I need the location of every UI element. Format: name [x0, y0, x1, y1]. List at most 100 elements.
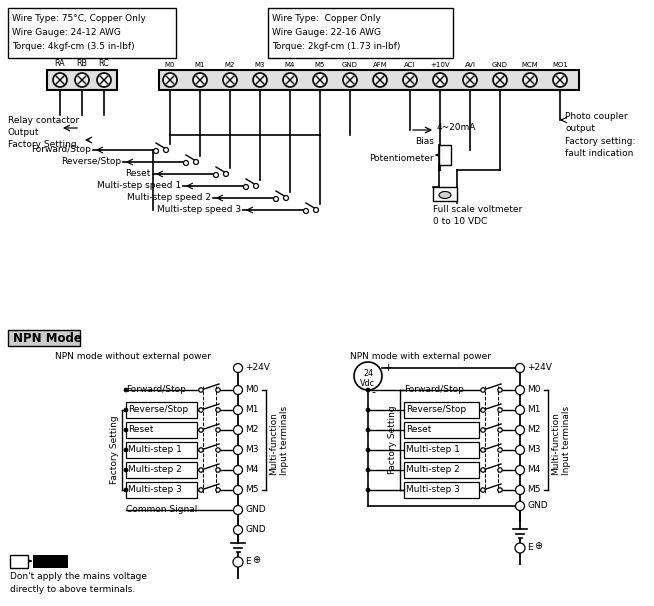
Circle shape: [154, 148, 158, 153]
Text: GND: GND: [342, 62, 358, 68]
Text: RB: RB: [77, 59, 88, 68]
Bar: [8, 330, 80, 346]
Bar: [159, 70, 579, 90]
Circle shape: [216, 448, 220, 452]
Circle shape: [193, 73, 207, 87]
Text: M5: M5: [527, 485, 540, 494]
Text: 0 to 10 VDC: 0 to 10 VDC: [433, 217, 487, 226]
Circle shape: [233, 405, 243, 415]
Text: M3: M3: [527, 445, 540, 454]
Text: AVI: AVI: [464, 62, 475, 68]
Bar: [47, 70, 117, 90]
Text: Don't apply the mains voltage
directly to above terminals.: Don't apply the mains voltage directly t…: [10, 572, 147, 593]
Text: M1: M1: [195, 62, 205, 68]
Bar: [433, 187, 457, 201]
Text: MO1: MO1: [552, 62, 568, 68]
Text: NPN mode without external power: NPN mode without external power: [55, 352, 211, 361]
Circle shape: [213, 173, 218, 178]
Circle shape: [124, 468, 128, 472]
Circle shape: [199, 488, 203, 492]
Circle shape: [233, 505, 243, 514]
Text: Multi-step 2: Multi-step 2: [406, 465, 460, 474]
Circle shape: [233, 465, 243, 474]
Circle shape: [199, 468, 203, 472]
Text: Multi-step speed 3: Multi-step speed 3: [157, 205, 241, 215]
Bar: [268, 8, 453, 58]
Text: M4: M4: [284, 62, 295, 68]
Circle shape: [498, 388, 502, 392]
Circle shape: [124, 388, 128, 392]
Circle shape: [481, 388, 485, 392]
Text: NPN Mode: NPN Mode: [13, 331, 82, 344]
Circle shape: [366, 428, 370, 432]
Circle shape: [216, 468, 220, 472]
Text: M3: M3: [245, 445, 258, 454]
Circle shape: [233, 385, 243, 395]
Text: Multi-step 1: Multi-step 1: [406, 445, 460, 454]
Circle shape: [124, 448, 128, 452]
Circle shape: [164, 147, 169, 153]
Text: NPN mode with external power: NPN mode with external power: [350, 352, 491, 361]
Text: M1: M1: [527, 405, 540, 415]
Text: E: E: [245, 558, 250, 567]
Text: +24V: +24V: [527, 364, 552, 373]
Text: +: +: [384, 363, 393, 373]
Circle shape: [515, 364, 525, 373]
Circle shape: [515, 543, 525, 553]
Circle shape: [515, 385, 525, 395]
Text: Full scale voltmeter: Full scale voltmeter: [433, 205, 523, 214]
Circle shape: [53, 73, 67, 87]
Text: 4~20mA: 4~20mA: [437, 124, 476, 133]
Text: Multi-step 1: Multi-step 1: [128, 445, 182, 454]
Text: fault indication: fault indication: [565, 149, 633, 158]
Text: Reset: Reset: [126, 170, 151, 179]
Text: M4: M4: [527, 465, 540, 474]
Circle shape: [433, 73, 447, 87]
Circle shape: [97, 73, 111, 87]
Circle shape: [253, 73, 267, 87]
Bar: [126, 422, 197, 438]
Text: Torque: 2kgf-cm (1.73 in-lbf): Torque: 2kgf-cm (1.73 in-lbf): [272, 42, 400, 51]
Circle shape: [463, 73, 477, 87]
Bar: [126, 402, 197, 418]
Text: GND: GND: [527, 502, 547, 510]
Text: M1: M1: [245, 405, 258, 415]
Bar: [10, 555, 28, 568]
Circle shape: [313, 73, 327, 87]
Text: M0: M0: [527, 385, 540, 395]
Text: AFM: AFM: [373, 62, 387, 68]
Text: Common Signal: Common Signal: [126, 505, 198, 514]
Circle shape: [498, 468, 502, 472]
Text: M0: M0: [245, 385, 258, 395]
Text: output: output: [565, 124, 595, 133]
Circle shape: [75, 73, 89, 87]
Text: ⊕: ⊕: [534, 541, 542, 551]
Circle shape: [194, 159, 199, 164]
Text: M2: M2: [245, 425, 258, 435]
Circle shape: [163, 73, 177, 87]
Circle shape: [515, 465, 525, 474]
Text: NOTE: NOTE: [36, 557, 64, 566]
Text: Factory setting:: Factory setting:: [565, 137, 636, 146]
Bar: [404, 422, 479, 438]
Circle shape: [224, 171, 228, 176]
Text: GND: GND: [245, 505, 266, 514]
Text: GND: GND: [245, 525, 266, 534]
Text: Wire Gauge: 24-12 AWG: Wire Gauge: 24-12 AWG: [12, 28, 121, 37]
Text: GND: GND: [492, 62, 508, 68]
Circle shape: [481, 488, 485, 492]
Circle shape: [233, 485, 243, 494]
Circle shape: [498, 408, 502, 412]
Circle shape: [233, 525, 243, 534]
Circle shape: [283, 196, 288, 201]
Text: MCM: MCM: [522, 62, 538, 68]
Circle shape: [223, 73, 237, 87]
Text: Reset: Reset: [406, 425, 432, 435]
Circle shape: [184, 161, 188, 165]
Text: +10V: +10V: [430, 62, 450, 68]
Circle shape: [313, 207, 318, 213]
Text: Factory Setting: Factory Setting: [8, 140, 77, 149]
Circle shape: [216, 408, 220, 412]
Text: Relay contactor: Relay contactor: [8, 116, 79, 125]
Circle shape: [481, 408, 485, 412]
